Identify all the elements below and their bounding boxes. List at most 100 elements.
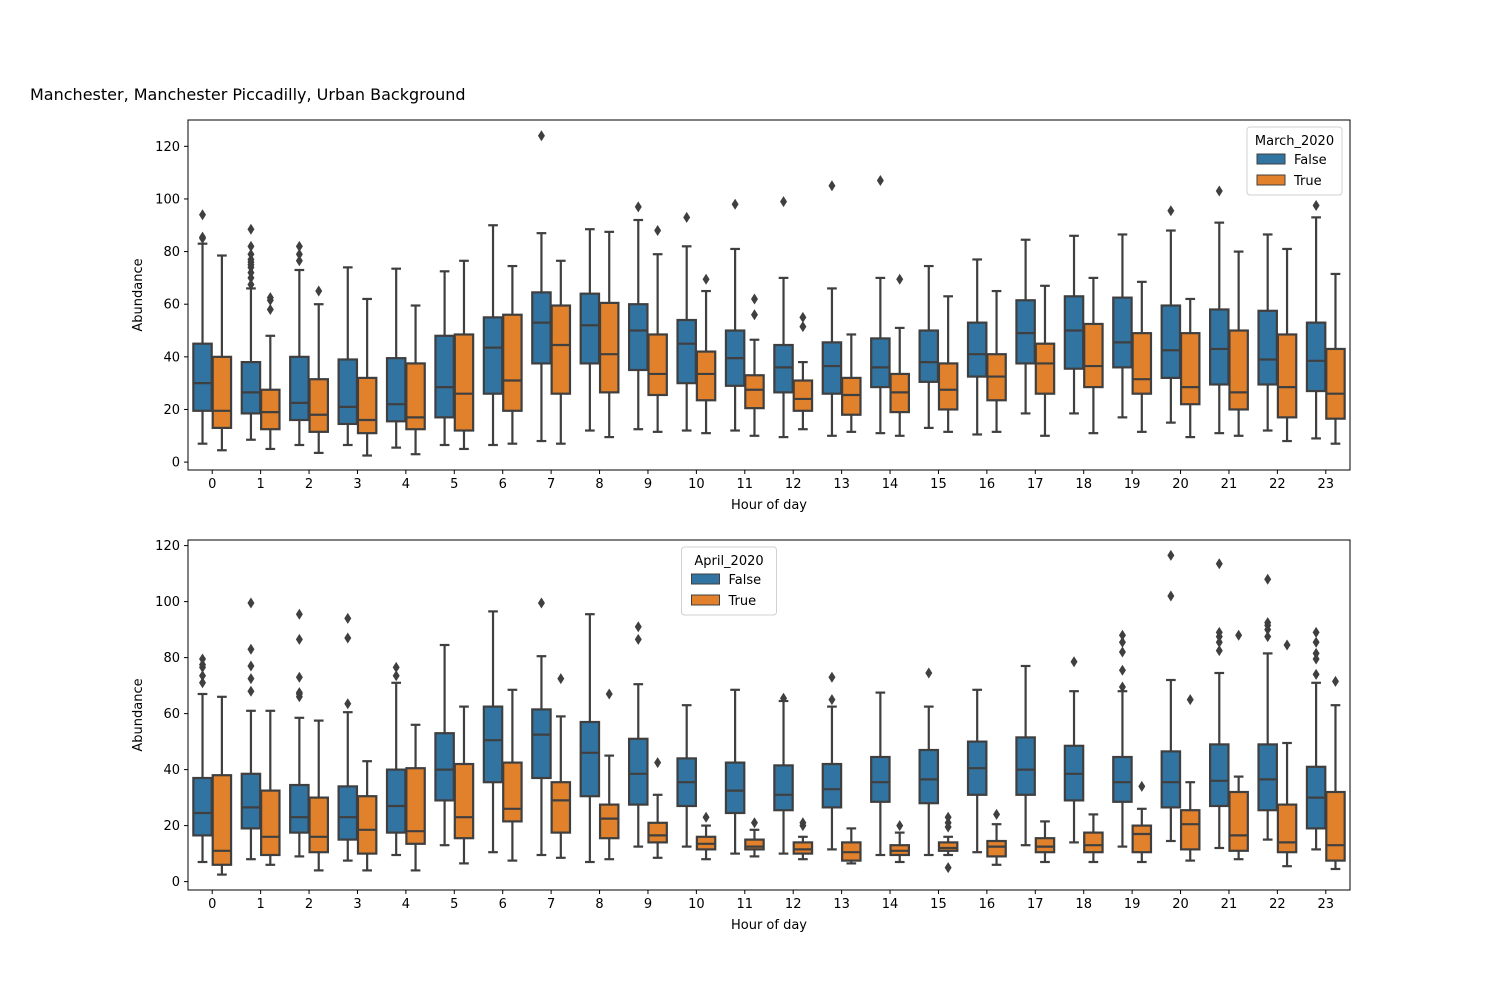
box-true-hour-4 <box>405 723 426 872</box>
x-tick-label: 3 <box>353 897 361 912</box>
outlier-point <box>537 597 545 609</box>
box-true-hour-19 <box>1131 780 1153 864</box>
x-tick-label: 20 <box>1172 897 1189 912</box>
box-false-hour-9 <box>627 201 649 431</box>
outlier-point <box>1331 675 1339 687</box>
outlier-point <box>731 198 739 210</box>
box-true-hour-23 <box>1325 272 1346 445</box>
outlier-point <box>683 211 691 223</box>
iqr-box <box>647 821 668 844</box>
outlier-point <box>344 612 352 624</box>
box-true-hour-21 <box>1228 629 1249 861</box>
box-false-hour-8 <box>579 613 601 864</box>
x-tick-label: 13 <box>833 897 850 912</box>
outlier-point <box>1312 636 1320 648</box>
box-true-hour-15 <box>937 811 959 874</box>
outlier-point <box>605 688 613 700</box>
box-false-hour-18 <box>1063 234 1085 415</box>
box-true-hour-13 <box>841 827 862 865</box>
box-false-hour-23 <box>1305 626 1327 851</box>
x-tick-label: 4 <box>402 477 410 492</box>
outlier-point <box>295 608 303 620</box>
box-false-hour-7 <box>531 130 552 443</box>
iqr-box <box>986 839 1007 858</box>
y-tick-label: 0 <box>172 875 180 890</box>
outlier-point <box>634 201 642 213</box>
box-false-hour-0 <box>192 209 213 445</box>
legend-swatch-true <box>1256 174 1286 186</box>
x-tick-label: 21 <box>1221 897 1238 912</box>
outlier-point <box>1070 656 1078 668</box>
y-tick-label: 0 <box>172 456 180 471</box>
iqr-box <box>1276 803 1298 854</box>
x-tick-label: 10 <box>688 897 705 912</box>
box-false-hour-18 <box>1063 656 1085 844</box>
y-tick-label: 120 <box>155 539 180 554</box>
iqr-box <box>647 333 668 397</box>
outlier-point <box>1118 664 1126 676</box>
iqr-box <box>502 761 523 823</box>
x-tick-label: 17 <box>1027 477 1044 492</box>
iqr-box <box>1179 332 1201 406</box>
x-axis-label: Hour of day <box>731 918 807 933</box>
iqr-box <box>1160 750 1182 809</box>
box-false-hour-1 <box>240 597 262 861</box>
outlier-point <box>247 248 255 260</box>
box-false-hour-22 <box>1257 233 1278 432</box>
outlier-point <box>1215 185 1223 197</box>
box-true-hour-0 <box>211 254 233 452</box>
outlier-point <box>876 175 884 187</box>
x-tick-label: 12 <box>785 897 802 912</box>
iqr-box <box>453 333 475 432</box>
outlier-point <box>1118 636 1126 648</box>
outlier-point <box>1215 636 1223 648</box>
iqr-box <box>937 362 959 411</box>
iqr-box <box>598 301 620 394</box>
box-false-hour-17 <box>1015 238 1036 415</box>
x-tick-label: 17 <box>1027 897 1044 912</box>
x-tick-label: 8 <box>595 477 603 492</box>
box-true-hour-7 <box>550 673 572 859</box>
outlier-point <box>247 685 255 697</box>
iqr-box <box>502 313 523 412</box>
box-true-hour-3 <box>356 297 378 457</box>
outlier-point <box>199 653 207 665</box>
x-tick-label: 5 <box>450 477 458 492</box>
iqr-box <box>695 350 717 402</box>
outlier-point <box>537 130 545 142</box>
outlier-point <box>295 671 303 683</box>
iqr-box <box>918 329 940 383</box>
box-false-hour-12 <box>773 692 794 855</box>
outlier-point <box>199 659 207 671</box>
box-false-hour-14 <box>870 691 891 857</box>
x-tick-label: 15 <box>930 897 947 912</box>
box-true-hour-6 <box>502 264 523 445</box>
outlier-point <box>344 698 352 710</box>
box-true-hour-6 <box>502 688 523 862</box>
box-true-hour-17 <box>1034 284 1056 437</box>
y-tick-label: 40 <box>163 350 180 365</box>
outlier-point <box>199 209 207 221</box>
iqr-box <box>482 705 504 784</box>
outlier-point <box>1264 573 1272 585</box>
box-false-hour-15 <box>918 667 940 857</box>
x-tick-label: 12 <box>785 477 802 492</box>
box-false-hour-19 <box>1112 629 1133 848</box>
x-tick-label: 1 <box>256 477 264 492</box>
x-tick-label: 9 <box>644 897 652 912</box>
outlier-point <box>799 817 807 829</box>
box-true-hour-8 <box>598 230 620 439</box>
outlier-point <box>1118 646 1126 658</box>
outlier-point <box>1264 631 1272 643</box>
x-tick-label: 6 <box>499 897 507 912</box>
box-true-hour-1 <box>260 709 281 866</box>
iqr-box <box>289 355 310 422</box>
iqr-box <box>627 737 649 806</box>
iqr-box <box>308 378 330 433</box>
outlier-point <box>925 667 933 679</box>
y-tick-label: 20 <box>163 403 180 418</box>
iqr-box <box>385 768 407 834</box>
box-false-hour-16 <box>966 258 988 436</box>
